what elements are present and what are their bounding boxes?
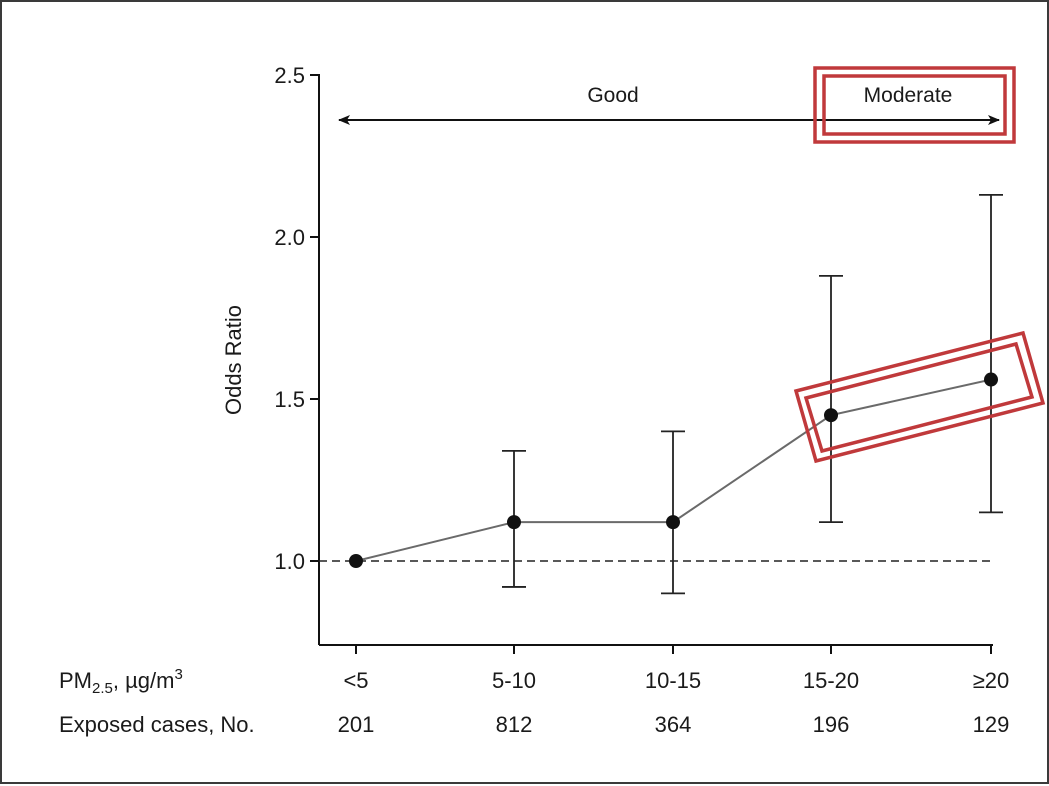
- x-ticks: <5 5-10 10-15 15-20 ≥20: [343, 645, 1009, 693]
- x-tick-label: 5-10: [492, 668, 536, 693]
- y-tick-label: 2.5: [274, 63, 305, 88]
- exposed-cases-value: 812: [496, 712, 533, 737]
- y-tick-label: 1.0: [274, 549, 305, 574]
- y-tick-label: 2.0: [274, 225, 305, 250]
- exposed-cases-row: 201 812 364 196 129: [338, 712, 1010, 737]
- data-point: [984, 372, 998, 387]
- moderate-highlight-outer: [813, 66, 1016, 144]
- x-tick-label: <5: [343, 668, 368, 693]
- y-tick-label: 1.5: [274, 387, 305, 412]
- data-point: [507, 515, 521, 530]
- data-point: [824, 408, 838, 423]
- data-point: [666, 515, 680, 530]
- x-tick-label: 15-20: [803, 668, 859, 693]
- data-point: [349, 554, 363, 568]
- trend-highlight-inner: [803, 341, 1035, 454]
- exposed-cases-value: 364: [655, 712, 692, 737]
- trend-highlight-outer: [793, 330, 1046, 464]
- good-band-label: Good: [587, 84, 638, 107]
- moderate-band-label: Moderate: [864, 84, 953, 107]
- highlight-annotations: [793, 66, 1046, 464]
- x-axis-label: PM2.5, µg/m3: [59, 666, 183, 697]
- exposed-cases-label: Exposed cases, No.: [59, 712, 255, 737]
- exposed-cases-value: 196: [813, 712, 850, 737]
- exposed-cases-value: 201: [338, 712, 375, 737]
- data-points: [349, 372, 998, 568]
- moderate-highlight-inner: [822, 74, 1007, 136]
- y-ticks: 1.0 1.5 2.0 2.5: [274, 63, 319, 574]
- exposed-cases-value: 129: [973, 712, 1010, 737]
- category-bands: Good Moderate: [338, 84, 1000, 125]
- x-tick-label: ≥20: [973, 668, 1010, 693]
- x-tick-label: 10-15: [645, 668, 701, 693]
- y-axis-label: Odds Ratio: [221, 305, 246, 415]
